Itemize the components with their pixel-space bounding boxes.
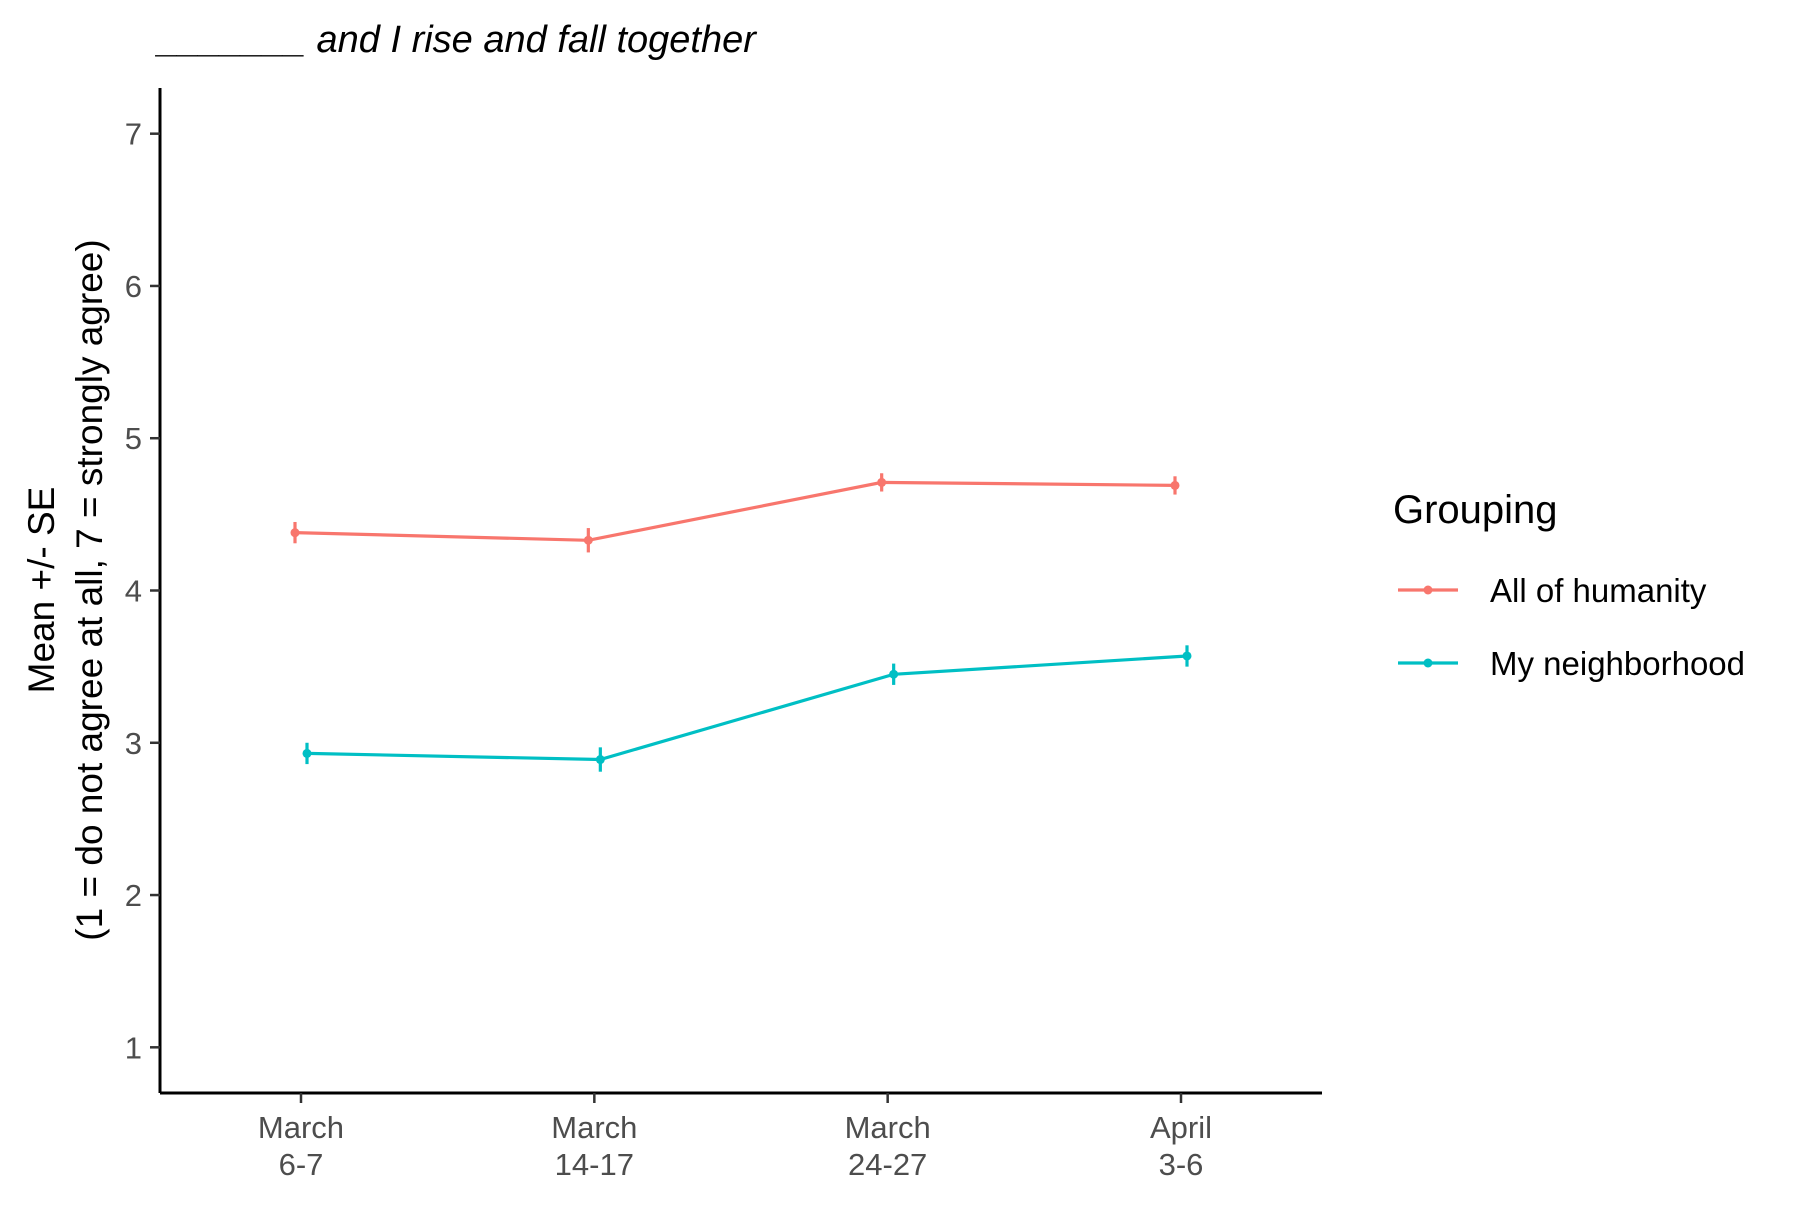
x-tick-label: March 24-27 bbox=[845, 1110, 931, 1182]
y-tick-label: 6 bbox=[125, 269, 142, 304]
y-tick-label: 1 bbox=[125, 1030, 142, 1065]
data-point bbox=[1170, 480, 1180, 490]
x-tick-label: March 6-7 bbox=[258, 1110, 344, 1182]
data-point bbox=[595, 755, 605, 765]
series-line bbox=[294, 480, 1176, 542]
data-point bbox=[1182, 651, 1192, 661]
data-point bbox=[302, 748, 312, 758]
chart-title: _______ and I rise and fall together bbox=[155, 19, 757, 61]
x-tick-label-line: 14-17 bbox=[555, 1147, 634, 1182]
legend-label: My neighborhood bbox=[1490, 645, 1745, 682]
series-all-of-humanity bbox=[290, 473, 1180, 553]
y-tick-label: 3 bbox=[125, 726, 142, 761]
series-my-neighborhood bbox=[302, 645, 1192, 772]
y-tick-label: 7 bbox=[125, 117, 142, 152]
x-tick-label-line: March bbox=[258, 1110, 344, 1145]
x-tick-label-line: March bbox=[845, 1110, 931, 1145]
data-point bbox=[889, 669, 899, 679]
x-tick-label-line: 3-6 bbox=[1159, 1147, 1204, 1182]
x-tick-label-line: 6-7 bbox=[279, 1147, 324, 1182]
legend-title: Grouping bbox=[1393, 488, 1558, 532]
legend-key-point bbox=[1423, 585, 1433, 595]
y-axis-title: Mean +/- SE (1 = do not agree at all, 7 … bbox=[21, 239, 110, 940]
x-tick-label-line: March bbox=[551, 1110, 637, 1145]
data-point bbox=[877, 477, 887, 487]
y-axis-title-line-2: (1 = do not agree at all, 7 = strongly a… bbox=[69, 239, 110, 940]
y-axis-title-line-1: Mean +/- SE bbox=[21, 487, 62, 694]
x-tick-label: March 14-17 bbox=[551, 1110, 637, 1182]
x-tick-label: April 3-6 bbox=[1150, 1110, 1212, 1182]
y-tick-label: 5 bbox=[125, 421, 142, 456]
x-tick-label-line: 24-27 bbox=[848, 1147, 927, 1182]
data-point bbox=[290, 528, 300, 538]
x-tick-label-line: April bbox=[1150, 1110, 1212, 1145]
legend-key-point bbox=[1423, 658, 1433, 668]
legend: Grouping All of humanity My neighborhood bbox=[1393, 488, 1745, 682]
series-line bbox=[306, 654, 1188, 762]
legend-label: All of humanity bbox=[1490, 572, 1707, 609]
data-point bbox=[583, 535, 593, 545]
y-tick-label: 2 bbox=[125, 878, 142, 913]
y-tick-label: 4 bbox=[125, 574, 142, 609]
